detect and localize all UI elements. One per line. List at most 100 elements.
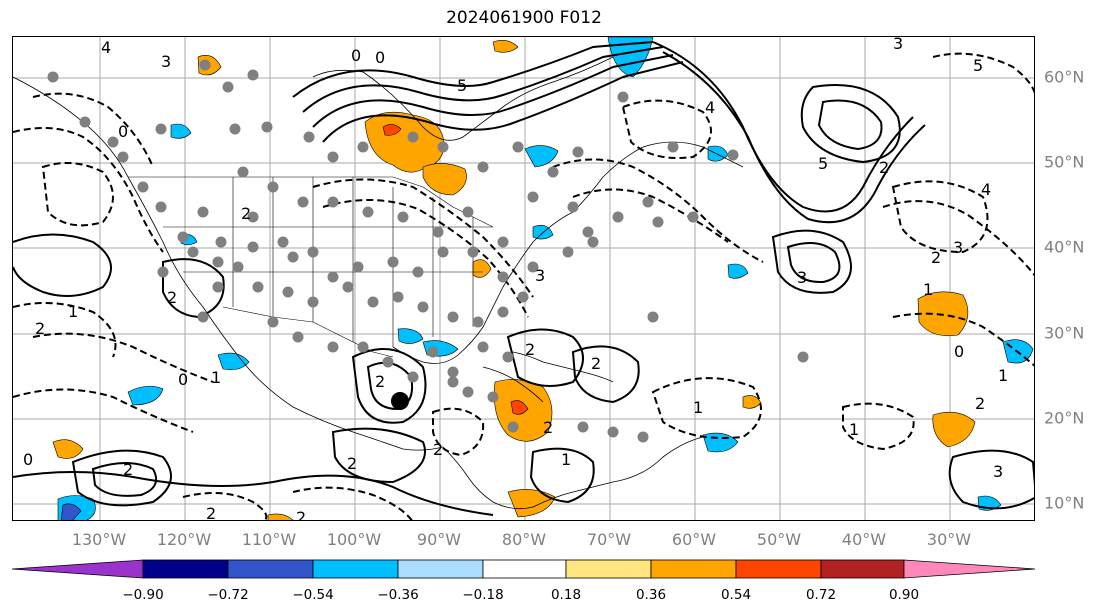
station-dot: [157, 266, 169, 278]
station-dot: [512, 141, 524, 153]
map-frame: 4 3 0 0 5 4 3 5 2 0 5 2 4 3 2 3 1 2 2 1 …: [12, 36, 1035, 521]
contour-label: 2: [241, 204, 251, 223]
contour-label: 3: [161, 52, 171, 71]
colorbar-cell: [565, 559, 652, 579]
station-dot: [437, 246, 449, 258]
station-dot: [307, 246, 319, 258]
station-dot: [642, 196, 654, 208]
station-dot: [247, 69, 259, 81]
station-dot: [222, 81, 234, 93]
contour-labels: 4 3 0 0 5 4 3 5 2 0 5 2 4 3 2 3 1 2 2 1 …: [23, 37, 1008, 520]
contour-pos-pacific-south-1: [71, 449, 172, 507]
station-dot: [297, 196, 309, 208]
contour-pos-high-1: [800, 84, 901, 164]
station-dot: [582, 226, 594, 238]
station-dot: [387, 256, 399, 268]
contour-label: 2: [35, 319, 45, 338]
station-dot: [352, 261, 364, 273]
colorbar-cell: [227, 559, 314, 579]
contour-label: 5: [973, 56, 983, 75]
station-dot: [687, 211, 699, 223]
colorbar-tick: −0.72: [207, 587, 249, 603]
contour-neg-south-1: [182, 492, 268, 520]
lon-label: 70°W: [586, 530, 632, 549]
patch-mexico-west: [217, 352, 250, 370]
contour-label: 4: [101, 38, 111, 57]
contour-neg-northeast: [932, 52, 1034, 94]
station-dot: [437, 141, 449, 153]
colorbar-cell: [735, 559, 822, 579]
contour-neg-6: [552, 158, 764, 263]
station-dot: [527, 261, 539, 273]
station-dot: [229, 123, 241, 135]
contour-pos-ridge-4: [322, 61, 684, 143]
station-dot: [477, 341, 489, 353]
lat-label: 20°N: [1044, 408, 1085, 428]
contour-label: 2: [433, 440, 443, 459]
station-dot: [447, 366, 459, 378]
contour-label: 0: [178, 370, 188, 389]
station-dot: [47, 71, 59, 83]
station-dot: [412, 266, 424, 278]
contour-pos-east-atlantic: [948, 449, 1034, 510]
contour-pos-ridge-2: [302, 46, 664, 113]
contour-label: 0: [351, 46, 361, 65]
contour-label: 3: [993, 462, 1003, 481]
map-title: 2024061900 F012: [446, 8, 602, 28]
lat-label: 60°N: [1044, 67, 1085, 87]
contour-pos-trough-2: [662, 51, 926, 224]
contour-label: 2: [879, 158, 889, 177]
colorbar-tick: −0.18: [462, 587, 504, 603]
border-us-mexico: [222, 306, 394, 358]
contour-pos-trough-1: [652, 41, 914, 213]
station-dot: [327, 341, 339, 353]
station-dot: [362, 206, 374, 218]
station-dot: [447, 311, 459, 323]
contour-label: 3: [953, 238, 963, 257]
patch-ontario: [422, 163, 467, 196]
patch-caribbean-east: [702, 432, 739, 453]
colorbar-cell: [142, 559, 229, 579]
station-dot: [587, 236, 599, 248]
contour-pos-zonal-south: [13, 471, 494, 516]
station-dot: [187, 246, 199, 258]
station-dot: [215, 236, 227, 248]
station-dot: [572, 146, 584, 158]
station-dot: [287, 251, 299, 263]
station-dot: [647, 311, 659, 323]
contour-label: 2: [347, 454, 357, 473]
coast-atlantic-north-america: [392, 141, 744, 364]
lon-label: 120°W: [156, 530, 212, 549]
lon-label: 110°W: [241, 530, 297, 549]
positive-contours: [13, 41, 1034, 516]
station-dot: [467, 246, 479, 258]
station-dot: [155, 201, 167, 213]
colorbar-tick: 0.72: [805, 587, 837, 603]
colorbar-cell: [397, 559, 484, 579]
station-dot: [79, 116, 91, 128]
station-dot: [497, 271, 509, 283]
station-dot: [232, 261, 244, 273]
contour-pos-venezuela: [529, 447, 595, 504]
contour-neg-pacific-2: [13, 302, 117, 358]
lon-label: 30°W: [926, 530, 972, 549]
storm-center-marker: [391, 392, 409, 410]
station-dot: [117, 151, 129, 163]
station-dot: [382, 356, 394, 368]
colorbar-cell: [820, 559, 905, 579]
patch-venezuela: [507, 489, 556, 518]
station-dot: [667, 141, 679, 153]
station-dot: [267, 181, 279, 193]
contour-label: 0: [23, 450, 33, 469]
colorbar-tick: −0.36: [377, 587, 419, 603]
station-dot: [252, 281, 264, 293]
colorbar-tick: 0.90: [888, 587, 920, 603]
station-dot: [277, 236, 289, 248]
patch-quebec: [524, 145, 559, 168]
colorbar-cell: [650, 559, 737, 579]
station-dot: [497, 306, 509, 318]
contour-label: 1: [998, 366, 1008, 385]
negative-contours: [13, 52, 1034, 520]
patch-pacific-sw-core: [60, 503, 82, 520]
contour-label: 1: [923, 280, 933, 299]
